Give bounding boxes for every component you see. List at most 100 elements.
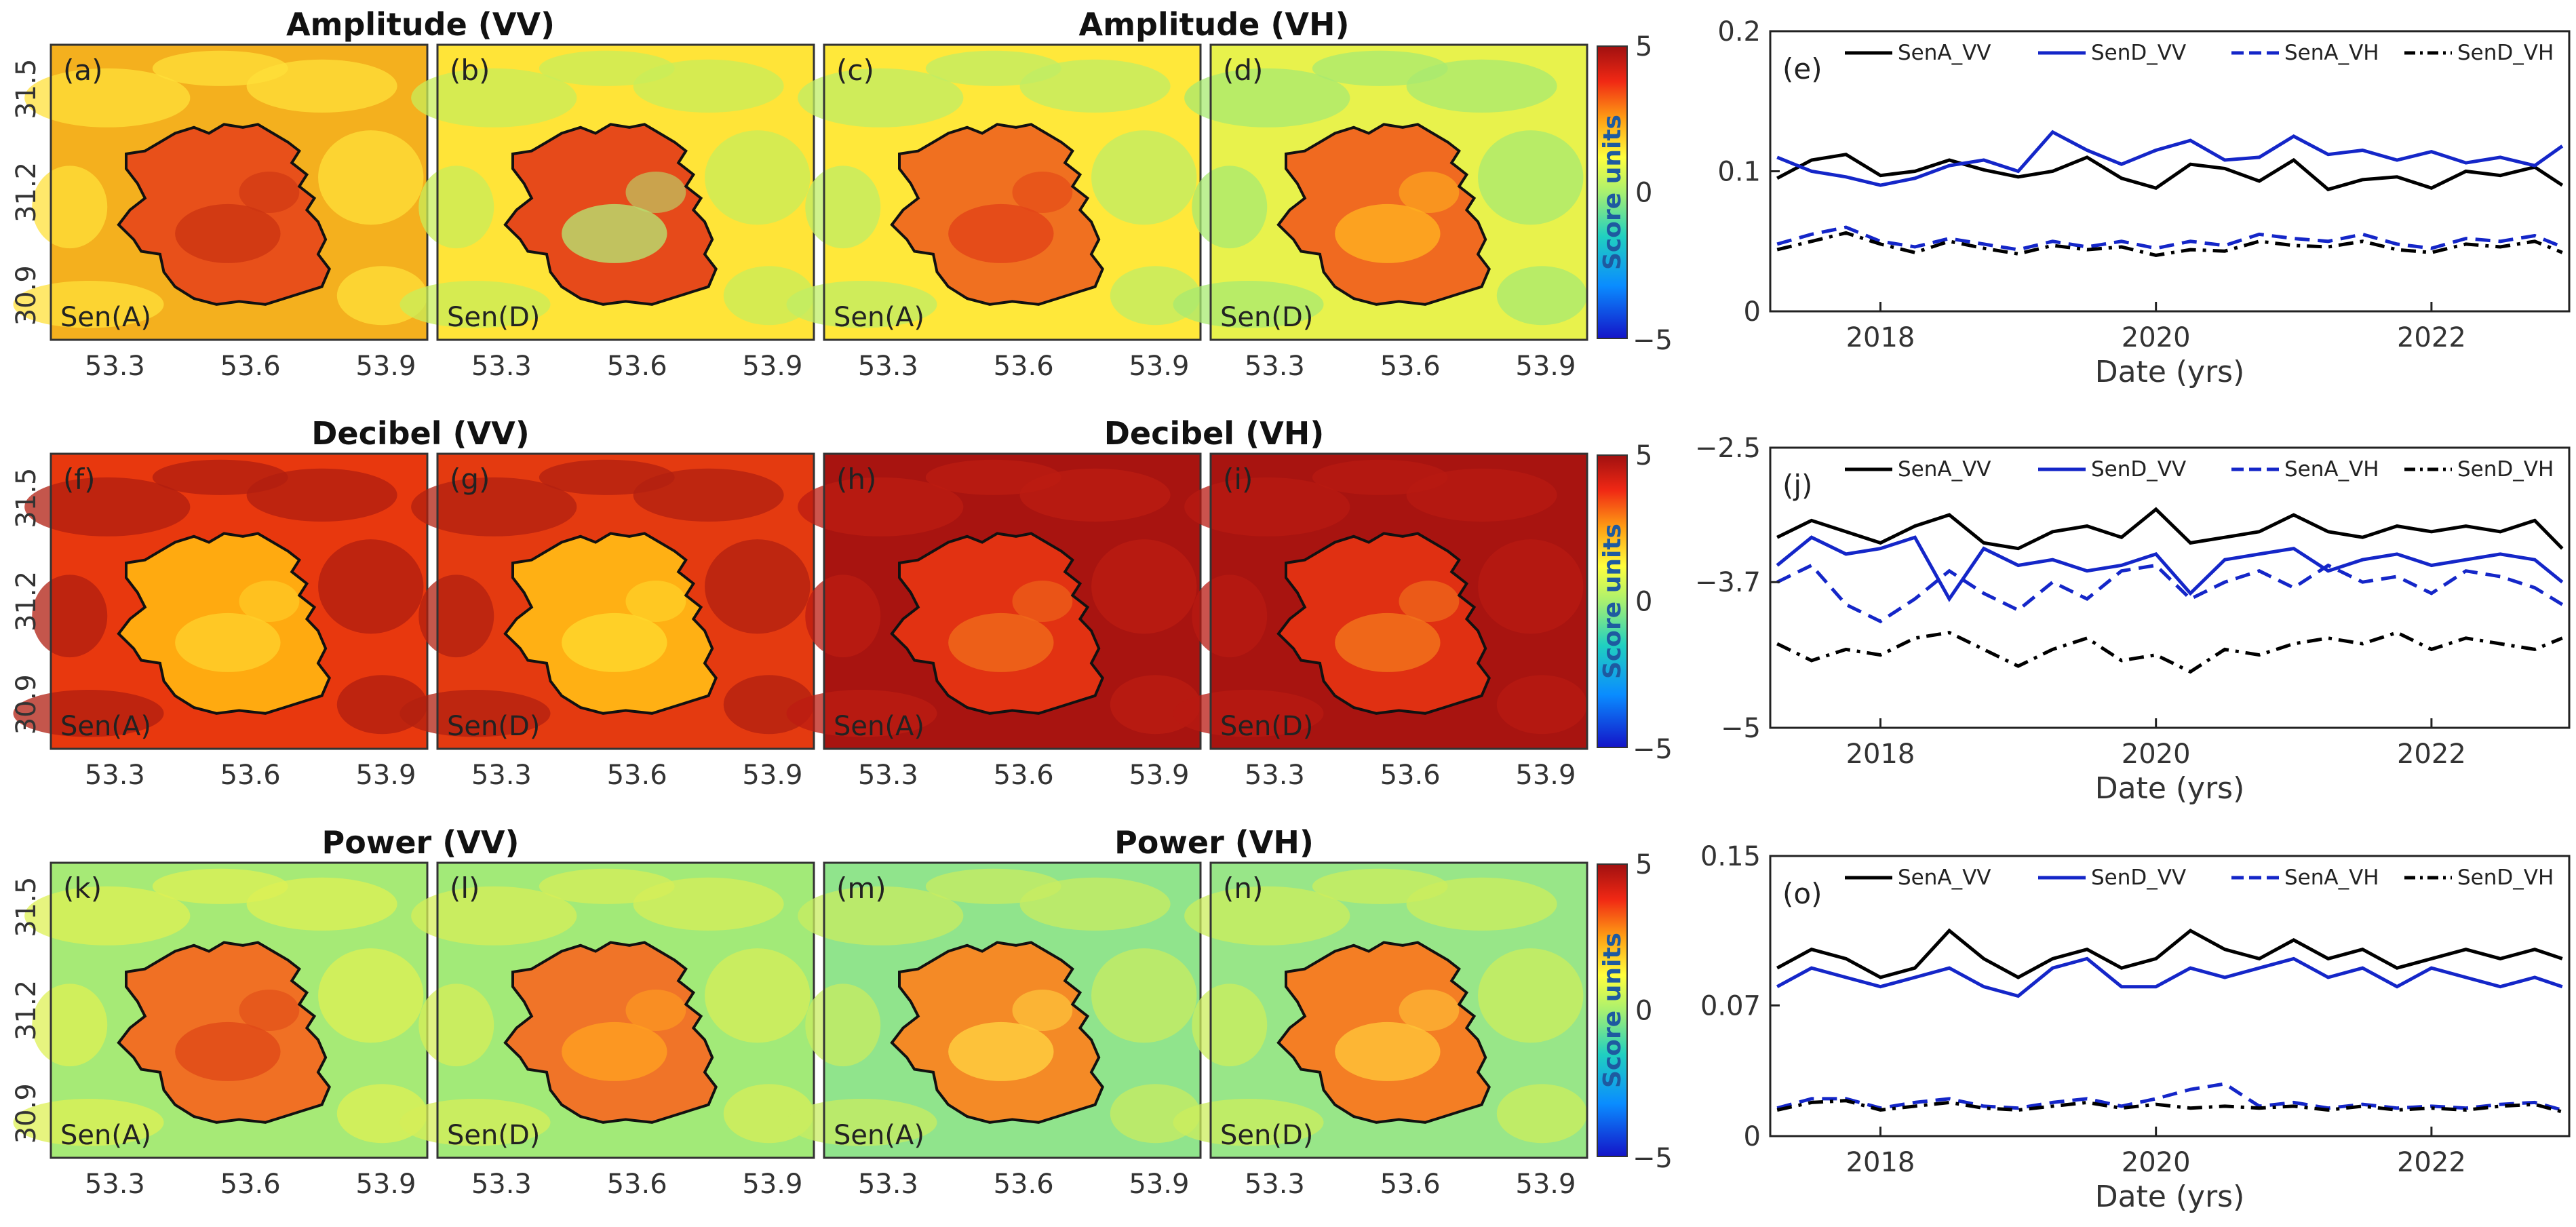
lake-texture — [562, 612, 667, 672]
lake-texture — [1399, 990, 1460, 1031]
sensor-label: Sen(D) — [1220, 302, 1313, 333]
map-xtick: 53.9 — [1129, 1169, 1189, 1200]
series-line — [1776, 535, 2564, 602]
map-texture — [418, 983, 494, 1067]
legend-label: SenA_VV — [1898, 41, 1991, 65]
lake-texture — [1399, 172, 1460, 213]
lake-texture — [1335, 203, 1441, 263]
map-xtick: 53.3 — [85, 760, 145, 791]
colorbar-max: 5 — [1635, 440, 1652, 471]
lake-texture — [948, 203, 1054, 263]
map-texture — [411, 68, 577, 128]
panel-label: (d) — [1223, 54, 1263, 87]
ytick-label: −3.7 — [1695, 567, 1761, 598]
map-texture — [1192, 165, 1268, 249]
map-xtick: 53.6 — [1380, 1169, 1441, 1200]
map-texture — [1496, 1084, 1587, 1144]
map-texture — [1091, 130, 1197, 225]
map-ytick: 31.2 — [11, 980, 42, 1040]
panel-label: (l) — [450, 872, 480, 905]
lake-texture — [562, 1021, 667, 1081]
panel-label: (h) — [836, 463, 876, 496]
map-texture — [411, 477, 577, 537]
colorbar: 5 0 −5 Score units — [1597, 849, 1673, 1174]
panel-label: (e) — [1782, 52, 1822, 85]
lake-texture — [175, 612, 281, 672]
map-texture — [925, 459, 1061, 495]
colorbar-max: 5 — [1635, 31, 1652, 62]
map-panel: (n) Sen(D) 53.3 53.6 53.9 — [1173, 861, 1588, 1200]
map-xtick: 53.6 — [607, 1169, 667, 1200]
lake-outline — [503, 941, 718, 1124]
plot-area — [1769, 30, 2571, 313]
map-texture — [1496, 675, 1587, 735]
map-texture — [32, 983, 108, 1067]
lake-outline — [890, 123, 1104, 306]
map-texture — [24, 68, 191, 128]
lake-outline — [1276, 532, 1491, 715]
legend-label: SenA_VH — [2284, 41, 2379, 65]
map-texture — [1091, 539, 1197, 634]
colorbar-gradient — [1597, 863, 1628, 1157]
series-line — [1776, 1082, 2563, 1112]
ytick-label: 0 — [1744, 1121, 1761, 1152]
map-texture — [411, 886, 577, 946]
map-texture — [805, 574, 881, 658]
map-xtick: 53.6 — [607, 760, 667, 791]
map-xtick: 53.6 — [220, 1169, 281, 1200]
series-line — [1776, 928, 2563, 979]
lake-texture — [1012, 990, 1073, 1031]
lake-outline — [503, 123, 718, 306]
panel-label: (f) — [63, 463, 96, 496]
map-ytick: 30.9 — [11, 265, 42, 326]
ytick-label: 0.15 — [1700, 841, 1761, 872]
map-texture — [418, 574, 494, 658]
sensor-label: Sen(D) — [1220, 1120, 1313, 1151]
series-line — [1776, 225, 2563, 252]
legend-label: SenA_VH — [2284, 865, 2379, 890]
legend-label: SenD_VH — [2457, 865, 2554, 890]
map-xtick: 53.9 — [742, 351, 802, 382]
map-xtick: 53.9 — [742, 760, 802, 791]
colorbar-min: −5 — [1633, 1143, 1673, 1174]
lake-texture — [625, 990, 686, 1031]
map-ytick: 31.5 — [11, 59, 42, 119]
map-panel: (g) Sen(D) 53.3 53.6 53.9 — [399, 452, 815, 791]
map-texture — [805, 983, 881, 1067]
lake-texture — [562, 203, 667, 263]
map-xtick: 53.9 — [1515, 1169, 1576, 1200]
title-decibel-vv: Decibel (VV) — [311, 415, 530, 452]
map-xtick: 53.3 — [858, 351, 918, 382]
panel-label: (c) — [836, 54, 874, 87]
legend-label: SenD_VV — [2091, 457, 2186, 482]
legend-label: SenA_VH — [2284, 457, 2379, 482]
xtick-label: 2020 — [2122, 322, 2191, 353]
colorbar-gradient — [1597, 454, 1628, 748]
map-ytick: 31.5 — [11, 468, 42, 528]
lake-outline — [117, 941, 331, 1124]
map-texture — [539, 459, 675, 495]
panel-label: (m) — [836, 872, 886, 905]
series-line — [1776, 630, 2563, 674]
xtick-label: 2018 — [1846, 1147, 1915, 1178]
legend-label: SenD_VV — [2091, 41, 2186, 65]
map-panels: (a) Sen(A) 53.3 53.6 53.9 31.5 31.2 30.9 (b) Sen(… — [11, 43, 1588, 1200]
legend-label: SenD_VH — [2457, 457, 2554, 482]
x-axis-label: Date (yrs) — [2095, 771, 2245, 806]
map-texture — [1312, 459, 1448, 495]
map-texture — [925, 50, 1061, 86]
title-power-vh: Power (VH) — [1114, 824, 1314, 861]
map-texture — [32, 574, 108, 658]
colorbars: 5 0 −5 Score units 5 0 −5 Score units 5 0 −5 Score … — [1597, 31, 1673, 1174]
map-texture — [1478, 130, 1584, 225]
ytick-label: 0 — [1744, 296, 1761, 328]
lake-texture — [1335, 1021, 1441, 1081]
map-ytick: 31.5 — [11, 877, 42, 937]
lake-texture — [1399, 581, 1460, 622]
map-texture — [705, 539, 811, 634]
lake-texture — [175, 1021, 281, 1081]
lake-outline — [1276, 123, 1491, 306]
sensor-label: Sen(A) — [60, 302, 151, 333]
plot-area — [1769, 446, 2571, 729]
